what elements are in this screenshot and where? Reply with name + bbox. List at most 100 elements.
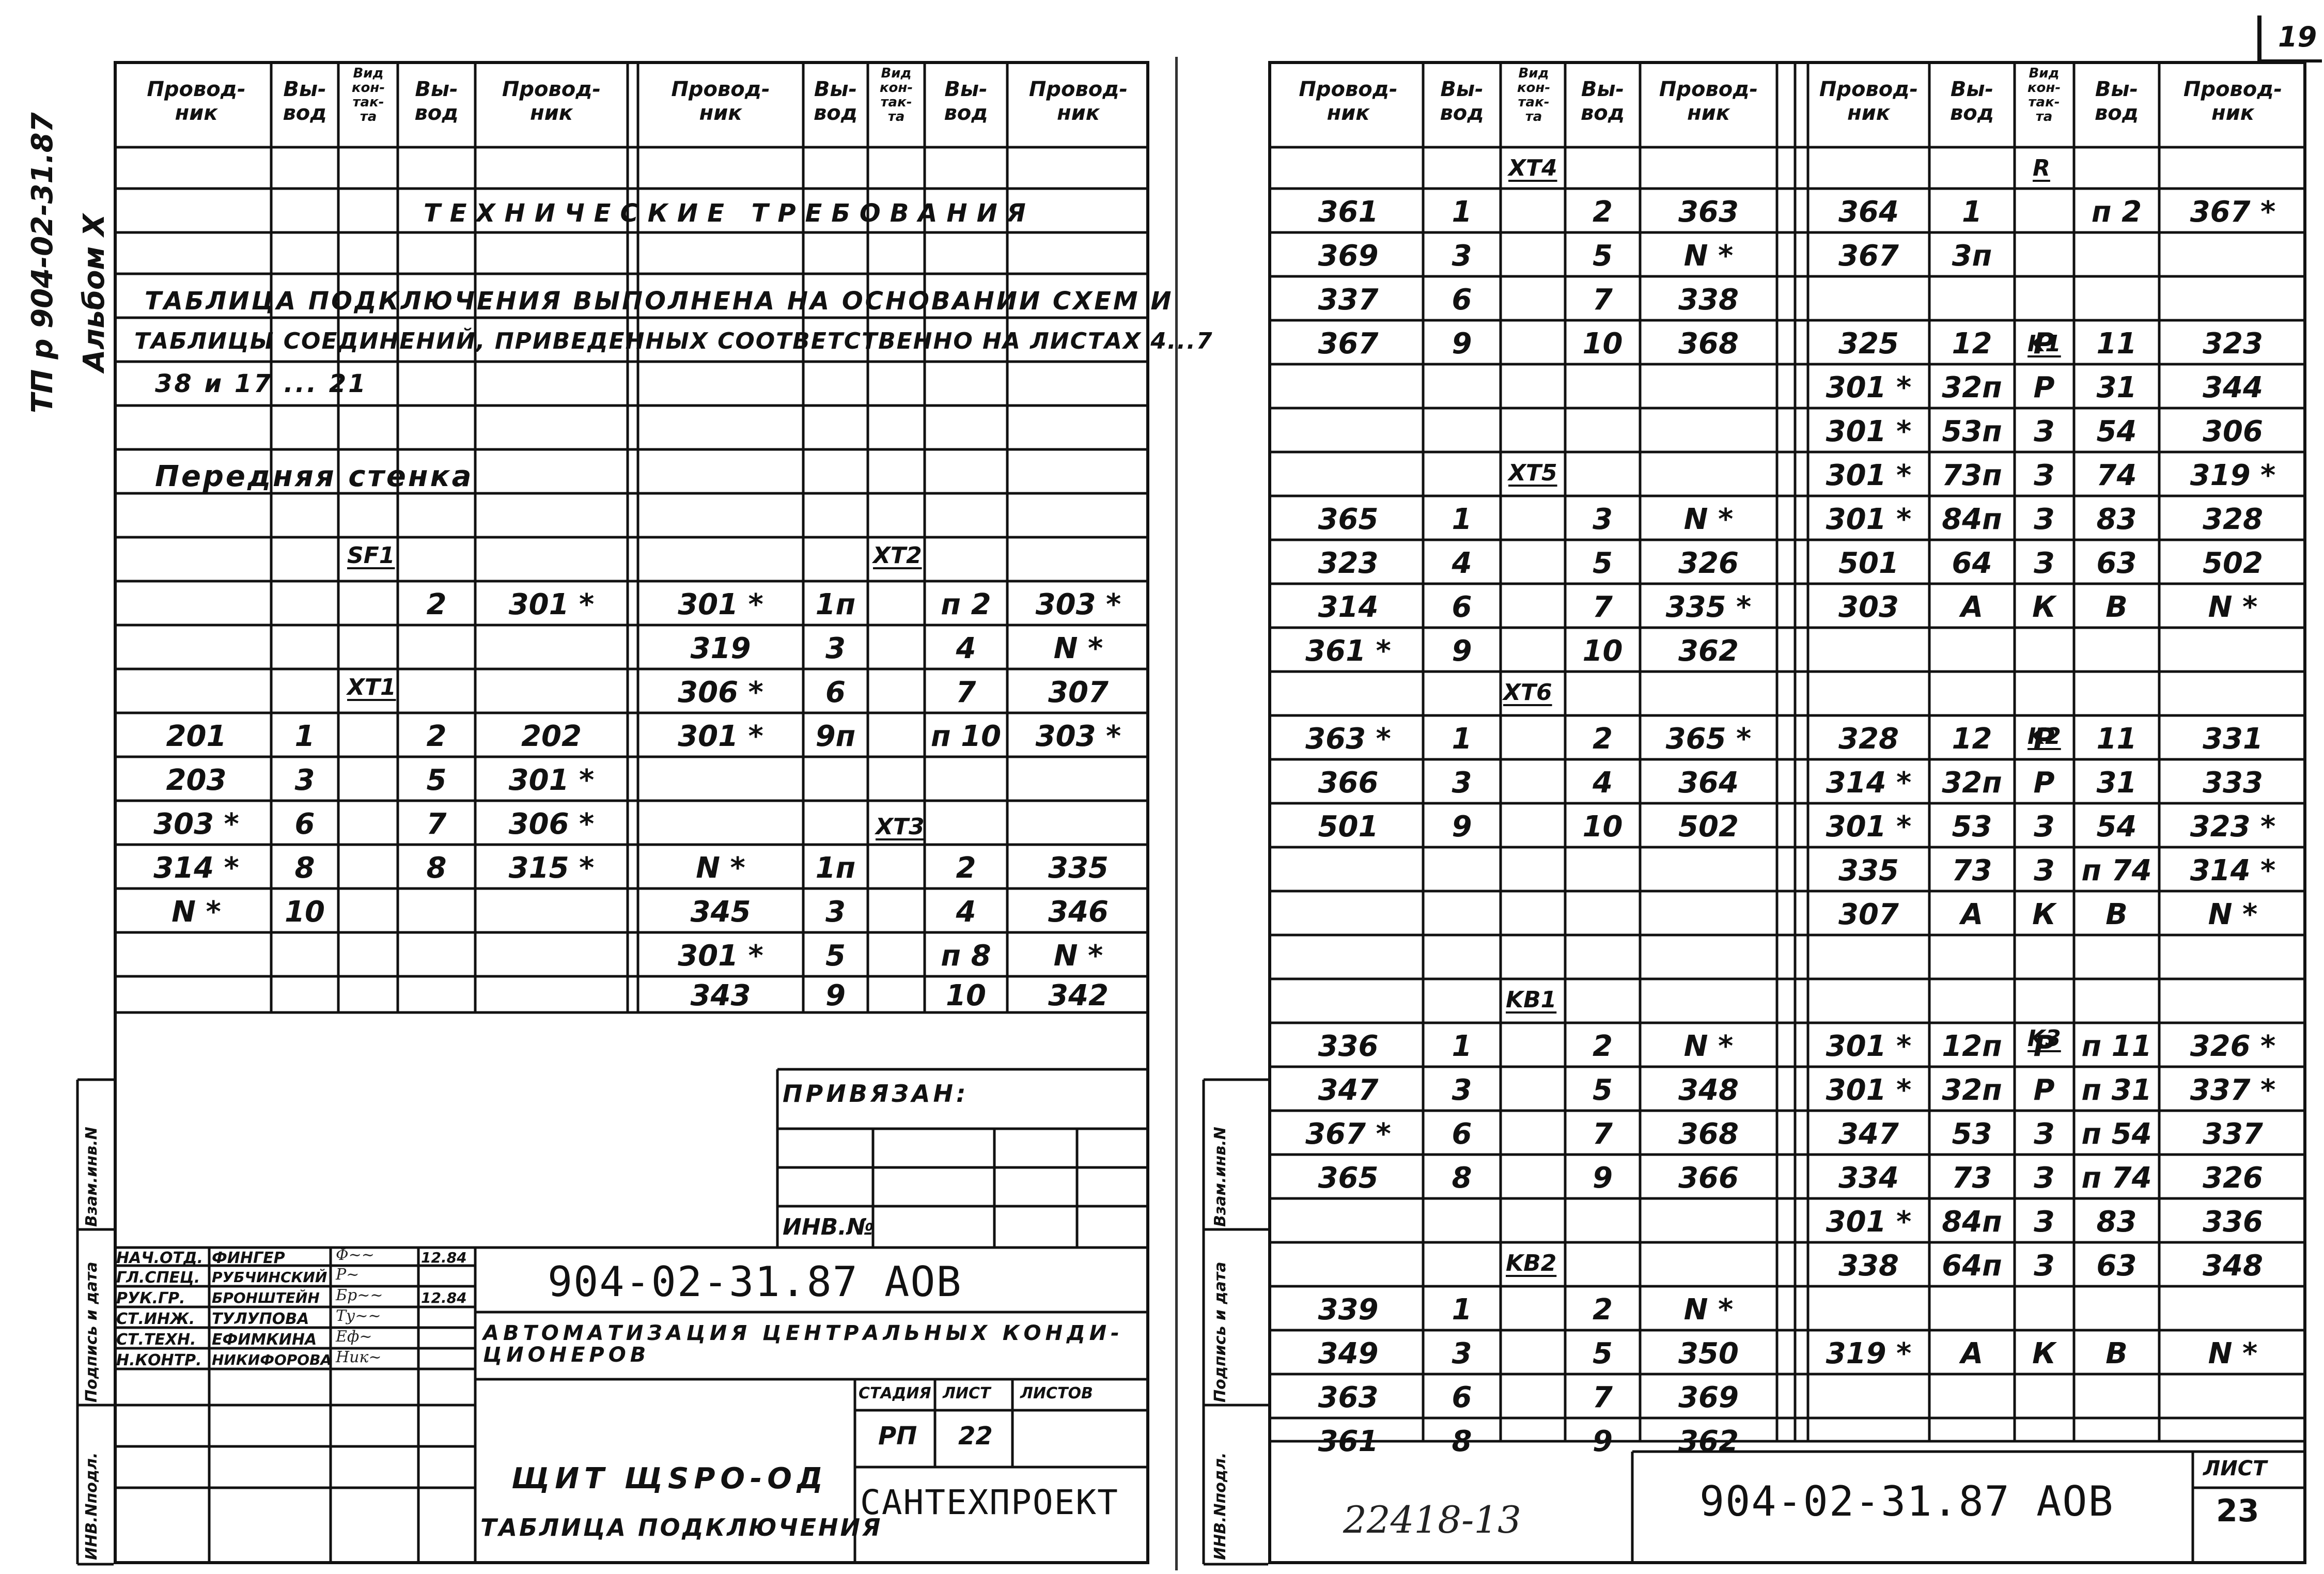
cell-terminal: 31 bbox=[2096, 371, 2137, 404]
side-stamp-vzam: Взам.инв.N bbox=[83, 1127, 101, 1227]
side-stamp-podpis: Подпись и дата bbox=[1211, 1261, 1229, 1402]
organization-name: САНТЕХПРОЕКТ bbox=[860, 1483, 1119, 1522]
note-line-1: ТАБЛИЦА ПОДКЛЮЧЕНИЯ ВЫПОЛНЕНА НА ОСНОВАН… bbox=[145, 287, 1174, 316]
side-stamp-inv: ИНВ.Nподл. bbox=[1211, 1452, 1229, 1560]
cell-terminal: 32п bbox=[1942, 766, 2002, 800]
cell-conductor: 326 bbox=[2203, 1161, 2263, 1195]
cell-terminal: 7 bbox=[1593, 1381, 1613, 1414]
document-code-right: 904-02-31.87 АОВ bbox=[1699, 1477, 2114, 1525]
staff-name: ФИНГЕР bbox=[212, 1249, 285, 1267]
cell-conductor: 349 bbox=[1318, 1337, 1379, 1370]
header-conductor: Провод- ник bbox=[671, 77, 770, 125]
cell-terminal: 3 bbox=[1452, 1337, 1472, 1370]
staff-name: БРОНШТЕЙН bbox=[212, 1289, 320, 1306]
cell-terminal: 3 bbox=[1452, 239, 1472, 273]
cell-terminal: 7 bbox=[1593, 283, 1613, 317]
staff-name: ЕФИМКИНА bbox=[212, 1331, 317, 1349]
label-k1: K1 bbox=[2027, 331, 2061, 357]
cell-conductor: 363 * bbox=[1305, 722, 1391, 756]
header-contact-type: Вид кон- так- та bbox=[2027, 66, 2061, 124]
side-stamp-podpis: Подпись и дата bbox=[83, 1261, 101, 1402]
header-terminal: Вы- вод bbox=[1440, 77, 1484, 125]
cell-conductor: 306 * bbox=[508, 807, 595, 841]
signature: Φ~~ bbox=[336, 1246, 375, 1264]
signature: Бр~~ bbox=[336, 1286, 383, 1304]
cell-terminal: 73п bbox=[1942, 459, 2002, 492]
cell-terminal: 3 bbox=[1452, 1073, 1472, 1107]
cell-conductor: 301 * bbox=[1826, 415, 1912, 448]
cell-conductor: 303 * bbox=[1035, 588, 1121, 621]
header-conductor: Провод- ник bbox=[2183, 77, 2283, 125]
staff-role: Н.КОНТР. bbox=[116, 1351, 202, 1369]
note-line-3: 38 и 17 ... 21 bbox=[155, 369, 368, 398]
cell-terminal: 5 bbox=[1593, 239, 1613, 273]
cell-conductor: 347 bbox=[1838, 1117, 1899, 1151]
cell-conductor: 301 * bbox=[1826, 1205, 1912, 1239]
cell-conductor: 337 bbox=[2203, 1117, 2263, 1151]
cell-terminal: 4 bbox=[1452, 547, 1472, 580]
header-terminal: Вы- вод bbox=[414, 77, 459, 125]
cell-conductor: 344 bbox=[2203, 371, 2263, 404]
cell-conductor: 314 * bbox=[2190, 854, 2276, 887]
cell-terminal: В bbox=[2105, 1337, 2128, 1370]
cell-conductor: 337 bbox=[1318, 283, 1379, 317]
cell-conductor: 369 bbox=[1318, 239, 1379, 273]
staff-role: НАЧ.ОТД. bbox=[116, 1249, 204, 1267]
cell-terminal: 10 bbox=[1582, 634, 1623, 668]
cell-conductor: 368 bbox=[1678, 327, 1739, 361]
cell-terminal: 9 bbox=[1452, 810, 1472, 844]
label-kb1: KB1 bbox=[1506, 987, 1557, 1013]
label-r: R bbox=[2033, 155, 2050, 181]
cell-conductor: 328 bbox=[2203, 503, 2263, 536]
cell-conductor: 319 * bbox=[1826, 1337, 1912, 1370]
label-kb2: KB2 bbox=[1506, 1250, 1557, 1276]
cell-terminal: 3 bbox=[1593, 503, 1613, 536]
cell-terminal: 83 bbox=[2096, 1205, 2137, 1239]
cell-terminal: 84п bbox=[1942, 1205, 2002, 1239]
cell-contact-type: Р bbox=[2033, 1030, 2055, 1063]
cell-terminal: 1п bbox=[815, 851, 856, 885]
cell-conductor: 367 bbox=[1838, 239, 1899, 273]
cell-conductor: 338 bbox=[1678, 283, 1739, 317]
cell-terminal: 4 bbox=[1593, 766, 1613, 800]
cell-terminal: 8 bbox=[426, 851, 447, 885]
cell-terminal: А bbox=[1960, 898, 1984, 931]
cell-conductor: 501 bbox=[1838, 547, 1899, 580]
cell-conductor: N * bbox=[171, 895, 221, 929]
cell-conductor: N * bbox=[1683, 1293, 1734, 1327]
cell-conductor: 326 bbox=[1678, 547, 1739, 580]
header-conductor: Провод- ник bbox=[147, 77, 246, 125]
label-xt5: XT5 bbox=[1508, 460, 1557, 486]
cell-conductor: 368 bbox=[1678, 1117, 1739, 1151]
cell-conductor: N * bbox=[1683, 1030, 1734, 1063]
cell-terminal: 5 bbox=[426, 763, 447, 797]
cell-terminal: 8 bbox=[1452, 1425, 1472, 1458]
cell-terminal: 9 bbox=[1593, 1161, 1613, 1195]
signature: Ту~~ bbox=[336, 1307, 381, 1325]
label-xt2: XT2 bbox=[873, 542, 922, 569]
cell-conductor: 338 bbox=[1838, 1249, 1899, 1283]
inv-no-label: ИНВ.№ bbox=[783, 1214, 874, 1240]
cell-contact-type: Р bbox=[2033, 371, 2055, 404]
cell-conductor: 364 bbox=[1838, 195, 1899, 229]
cell-conductor: 342 bbox=[1048, 979, 1109, 1012]
cell-conductor: 306 bbox=[2203, 415, 2263, 448]
cell-terminal: 32п bbox=[1942, 371, 2002, 404]
right-sheet bbox=[1268, 61, 2306, 1564]
cell-conductor: 328 bbox=[1838, 722, 1899, 756]
cell-terminal: 11 bbox=[2096, 722, 2137, 756]
cell-terminal: А bbox=[1960, 590, 1984, 624]
header-contact-type: Вид кон- так- та bbox=[1517, 66, 1551, 124]
cell-terminal: 63 bbox=[2096, 547, 2137, 580]
cell-terminal: 8 bbox=[294, 851, 315, 885]
album-caption: Альбом X bbox=[77, 214, 111, 372]
cell-terminal: 10 bbox=[285, 895, 325, 929]
label-xt6: XT6 bbox=[1503, 679, 1552, 706]
cell-terminal: 5 bbox=[825, 939, 846, 973]
sheet-value-right: 23 bbox=[2216, 1493, 2259, 1529]
cell-contact-type: З bbox=[2034, 503, 2054, 536]
page-number: 19 bbox=[2278, 21, 2317, 53]
side-stamp-inv: ИНВ.Nподл. bbox=[83, 1452, 101, 1560]
stage-label: СТАДИЯ bbox=[859, 1384, 931, 1402]
cell-conductor: 323 bbox=[2203, 327, 2263, 361]
